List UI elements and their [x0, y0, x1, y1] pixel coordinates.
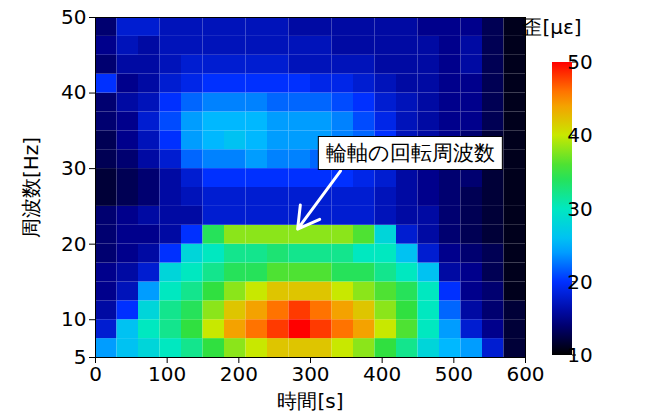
svg-text:20: 20 [567, 270, 592, 294]
svg-text:10: 10 [567, 343, 592, 367]
svg-text:200: 200 [220, 362, 258, 386]
svg-text:30: 30 [567, 197, 592, 221]
svg-text:50: 50 [61, 5, 86, 29]
svg-text:10: 10 [61, 307, 86, 331]
svg-text:400: 400 [363, 362, 401, 386]
svg-text:5: 5 [74, 345, 87, 369]
svg-text:40: 40 [567, 123, 592, 147]
svg-text:30: 30 [61, 156, 86, 180]
svg-text:50: 50 [567, 50, 592, 74]
svg-text:100: 100 [148, 362, 186, 386]
svg-text:40: 40 [61, 80, 86, 104]
svg-text:時間[s]: 時間[s] [277, 389, 343, 413]
svg-text:輪軸の回転周波数: 輪軸の回転周波数 [326, 141, 495, 165]
svg-text:0: 0 [89, 362, 102, 386]
svg-text:歪[με]: 歪[με] [522, 15, 581, 39]
svg-text:周波数[Hz]: 周波数[Hz] [19, 137, 43, 238]
svg-text:500: 500 [435, 362, 473, 386]
svg-text:20: 20 [61, 232, 86, 256]
svg-text:600: 600 [506, 362, 544, 386]
svg-text:300: 300 [291, 362, 329, 386]
